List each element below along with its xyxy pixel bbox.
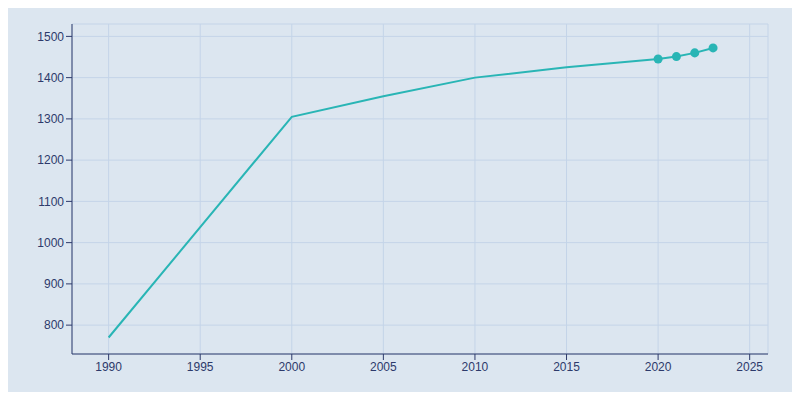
svg-text:1400: 1400: [37, 71, 64, 85]
svg-text:2015: 2015: [553, 360, 580, 374]
svg-text:1000: 1000: [37, 236, 64, 250]
svg-text:900: 900: [44, 277, 64, 291]
svg-text:2010: 2010: [462, 360, 489, 374]
svg-text:2020: 2020: [645, 360, 672, 374]
svg-text:1100: 1100: [38, 195, 64, 209]
svg-text:1500: 1500: [37, 30, 64, 44]
svg-text:2005: 2005: [370, 360, 397, 374]
svg-text:2025: 2025: [736, 360, 763, 374]
svg-text:2000: 2000: [278, 360, 305, 374]
svg-text:1995: 1995: [187, 360, 214, 374]
svg-text:800: 800: [44, 318, 64, 332]
svg-text:1200: 1200: [37, 153, 64, 167]
svg-text:1300: 1300: [37, 112, 64, 126]
svg-text:1990: 1990: [95, 360, 122, 374]
